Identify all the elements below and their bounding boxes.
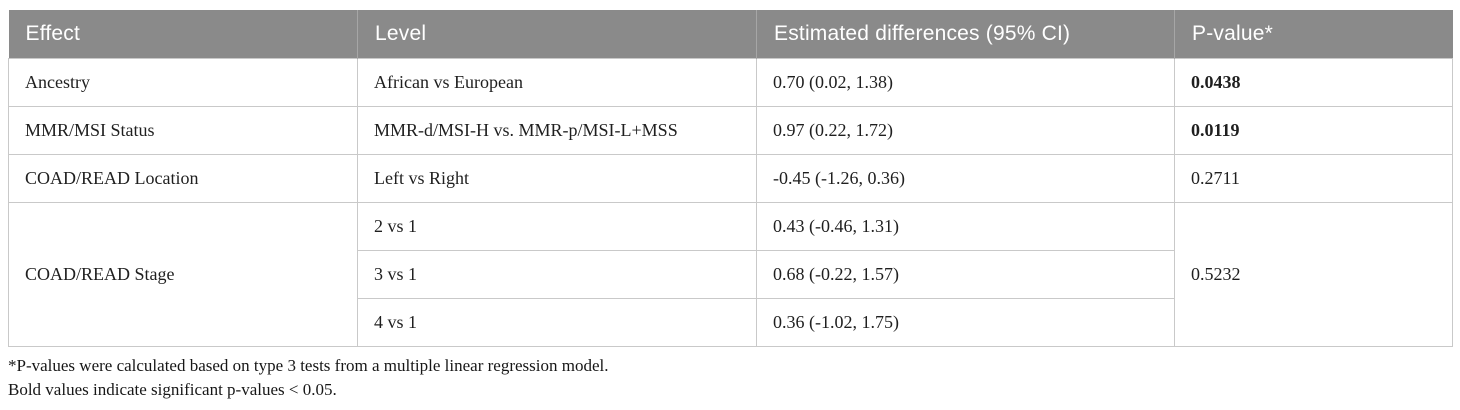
estimate-cell: 0.68 (-0.22, 1.57) [756,249,1175,299]
pvalue-cell: 0.0438 [1174,57,1453,107]
stats-table: Effect Level Estimated differences (95% … [8,10,1453,347]
estimate-cell: 0.97 (0.22, 1.72) [756,105,1175,155]
regression-results-table: Effect Level Estimated differences (95% … [8,10,1453,402]
estimate-cell: 0.70 (0.02, 1.38) [756,57,1175,107]
pvalue-cell: 0.2711 [1174,153,1453,203]
level-cell: 3 vs 1 [357,249,757,299]
level-cell: 4 vs 1 [357,297,757,347]
column-header-level: Level [357,10,757,58]
table-row-coad-read-stage-2v1: COAD/READ Stage 2 vs 1 0.43 (-0.46, 1.31… [8,201,1453,347]
effect-cell: COAD/READ Stage [8,201,358,347]
header-row: Effect Level Estimated differences (95% … [8,10,1453,58]
estimate-cell: -0.45 (-1.26, 0.36) [756,153,1175,203]
level-cell: African vs European [357,57,757,107]
level-cell: Left vs Right [357,153,757,203]
effect-cell: MMR/MSI Status [8,105,358,155]
effect-cell: Ancestry [8,57,358,107]
table-row-ancestry: Ancestry African vs European 0.70 (0.02,… [8,57,1453,107]
column-header-pvalue: P-value* [1174,10,1453,58]
table-footnotes: *P-values were calculated based on type … [8,354,1452,402]
column-header-estimated-differences: Estimated differences (95% CI) [756,10,1175,58]
table-row-coad-read-stage-4v1: 4 vs 1 0.36 (-1.02, 1.75) [9,297,1453,347]
table-row-coad-read-stage-3v1: 3 vs 1 0.68 (-0.22, 1.57) [9,249,1453,299]
pvalue-cell: 0.5232 [1174,201,1453,347]
estimate-cell: 0.36 (-1.02, 1.75) [756,297,1175,347]
pvalue-cell: 0.0119 [1174,105,1453,155]
column-header-effect: Effect [8,10,358,58]
level-cell: 2 vs 1 [357,201,757,251]
footnote-bold-note: Bold values indicate significant p-value… [8,379,337,399]
estimate-cell: 0.43 (-0.46, 1.31) [756,201,1175,251]
footnote-pvalue-method: *P-values were calculated based on type … [8,355,609,375]
level-cell: MMR-d/MSI-H vs. MMR-p/MSI-L+MSS [357,105,757,155]
table-row-mmr-msi-status: MMR/MSI Status MMR-d/MSI-H vs. MMR-p/MSI… [8,105,1453,155]
effect-cell: COAD/READ Location [8,153,358,203]
table-row-coad-read-location: COAD/READ Location Left vs Right -0.45 (… [8,153,1453,203]
